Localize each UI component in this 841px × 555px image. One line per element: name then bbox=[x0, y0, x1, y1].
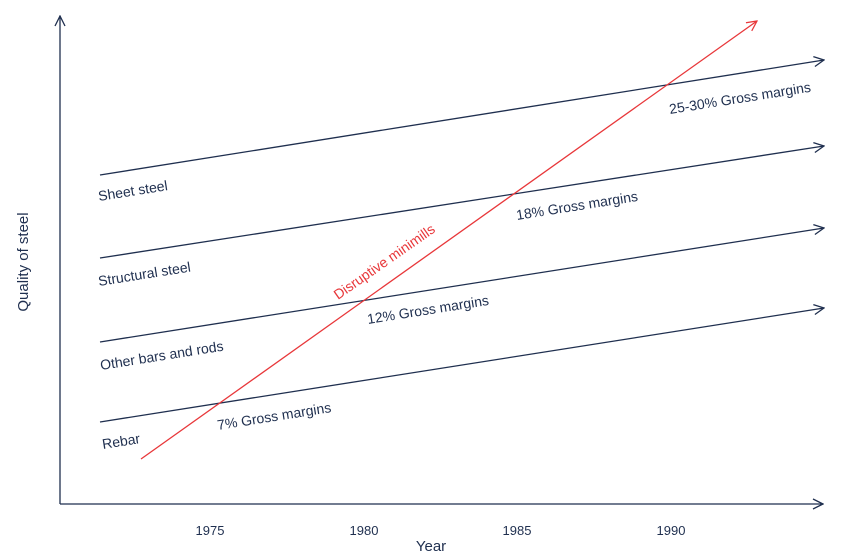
x-axis-title: Year bbox=[416, 538, 446, 555]
segment-label-structural-steel: Structural steel bbox=[97, 259, 192, 289]
disruptor-label: Disruptive minimills bbox=[331, 221, 438, 303]
x-tick-label: 1985 bbox=[503, 523, 532, 538]
series-line-disruptive-minimills bbox=[140, 21, 757, 460]
x-tick-label: 1980 bbox=[350, 523, 379, 538]
x-tick-label: 1975 bbox=[196, 523, 225, 538]
x-tick-label: 1990 bbox=[657, 523, 686, 538]
series-line-sheet-steel bbox=[99, 60, 824, 176]
segment-label-other-bars-and-rods: Other bars and rods bbox=[99, 338, 224, 373]
segment-label-rebar: Rebar bbox=[101, 430, 141, 452]
margin-label-rebar: 7% Gross margins bbox=[216, 399, 332, 433]
segment-label-sheet-steel: Sheet steel bbox=[97, 177, 169, 204]
series-line-other-bars-and-rods bbox=[99, 228, 824, 343]
margin-label-structural-steel: 18% Gross margins bbox=[515, 188, 639, 223]
margin-label-sheet-steel: 25-30% Gross margins bbox=[668, 79, 812, 117]
y-axis-title: Quality of steel bbox=[15, 212, 32, 311]
series-line-structural-steel bbox=[99, 146, 824, 259]
